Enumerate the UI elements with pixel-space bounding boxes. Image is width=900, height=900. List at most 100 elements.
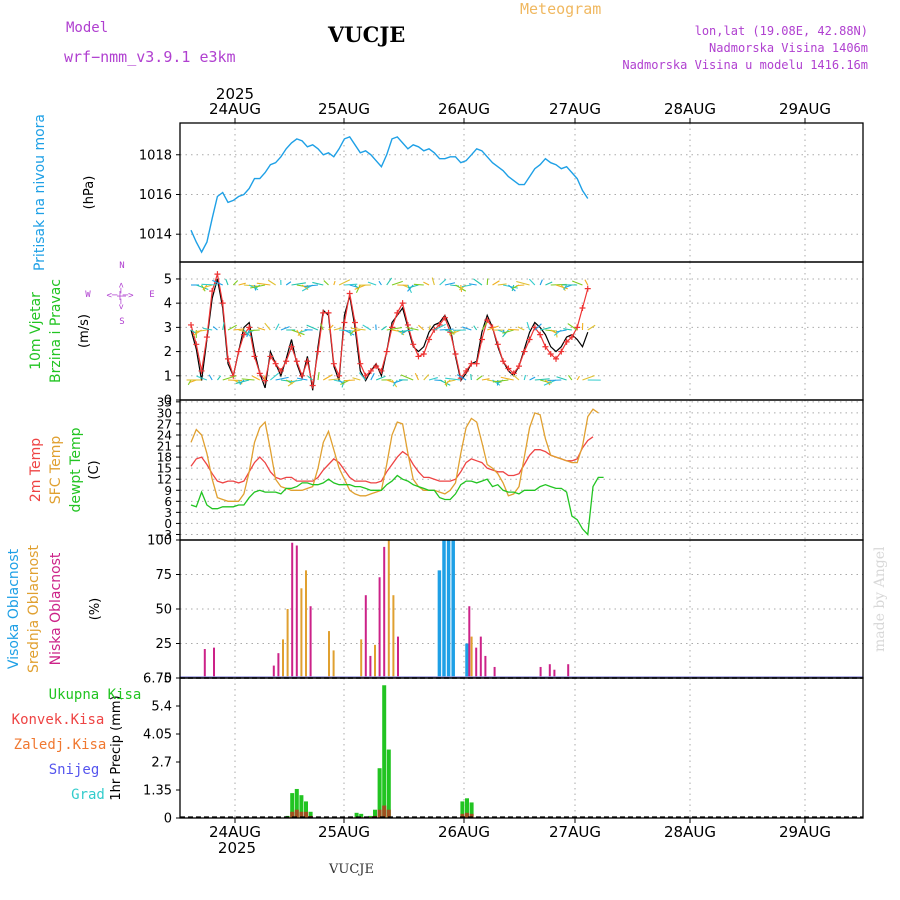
wind-direction-arrow [434,323,446,331]
wind-speed-marker [198,367,205,374]
cloud-bar-high [451,540,455,678]
precip-bar-total [465,798,469,818]
ytick-label: 1 [164,369,172,384]
wind-direction-arrow [378,280,382,286]
wind-speed-marker [473,360,480,367]
ytick-label: 1014 [139,228,172,243]
wind-direction-arrow [212,279,223,286]
wind-direction-arrow [344,283,358,286]
wind-direction-arrow [400,374,414,381]
cloud-bar-low [553,669,556,678]
ytick-label: 5 [164,272,172,287]
wind-speed-marker [579,305,586,311]
wind-speed-marker [537,331,544,338]
wind-direction-arrow [258,327,266,331]
wind-direction-arrow [208,374,213,381]
precip-bar-total [290,793,295,818]
wind-direction-arrow [431,277,435,286]
cloud-bar-mid [332,650,335,678]
wind-direction-arrow [222,375,237,381]
ytick-label: 0 [164,394,172,409]
wind-direction-arrow [249,329,260,332]
ytick-label: 1016 [139,188,172,203]
wind-direction-arrow [291,282,306,286]
cloud-side-label-2: Niska Oblacnost [48,552,64,665]
wind-direction-arrow [349,284,360,289]
wind-direction-arrow [456,374,467,381]
panel-frame-4 [179,677,864,819]
wind-direction-arrow [296,329,302,337]
precip-bar-total [460,801,465,818]
ytick-label: 9 [164,484,172,498]
station-title: VUCJE [328,22,406,47]
wind-speed-marker [219,300,226,307]
ytick-label: 0 [164,672,172,687]
wind-direction-arrow [526,321,531,331]
wind-speed-marker [225,355,232,362]
wind-direction-arrow [280,326,290,331]
cloud-bar-low [539,666,542,678]
wind-direction-arrow [349,329,356,335]
wind-direction-arrow [543,379,557,386]
wind-speed-marker [526,336,533,343]
wind-direction-arrow [444,379,451,386]
frame-layer [176,118,864,823]
wind-direction-arrow [233,328,245,331]
wind-speed-marker [325,309,332,316]
wind-speed-marker [420,351,427,357]
wind-direction-arrow [187,379,192,386]
day-label-top: 26AUG [438,100,490,118]
ytick-label: 5.4 [151,700,172,715]
wind-direction-arrow [568,374,573,381]
wind-direction-arrow [534,378,550,381]
wind-direction-arrow [476,375,483,381]
wind-side-label-1: 10m Vjetar [28,292,44,370]
precip-bar-conv [382,805,387,818]
wind-direction-arrow [253,284,257,291]
cloud-bar-low [468,606,471,678]
wind-direction-arrow [423,374,430,381]
wind-direction-arrow [576,375,580,381]
ytick-label: 25 [155,637,172,652]
wind-direction-arrow [370,372,375,381]
wind-direction-arrow [572,280,583,286]
precip-bar-total [359,813,364,818]
wind-direction-arrow [563,284,568,291]
wind-speed-marker [336,372,343,379]
wind-direction-arrow [375,375,386,381]
wind-direction-arrow [500,376,514,381]
wind-speed-marker [468,360,475,367]
wind-direction-arrow [355,284,361,294]
ytick-label: 1018 [139,148,172,163]
wind-speed-marker [553,355,560,362]
wind-direction-arrow [323,280,329,286]
wind-direction-arrow [289,379,303,383]
wind-direction-arrow [386,379,394,383]
wind-direction-arrow [517,326,525,331]
station-altitude: Nadmorska Visina 1406m [709,41,868,55]
wind-direction-arrow [304,284,319,288]
precip-bar-total [294,788,299,818]
ytick-label: 24 [157,429,172,443]
temp-side-label-2: dewpt Temp [68,427,84,512]
precip-bar-conv [304,811,308,818]
wind-speed-marker [304,358,311,365]
cloud-bar-low [203,649,206,678]
wind-direction-arrow [352,377,361,381]
wind-direction-arrow [461,284,472,288]
wind-direction-arrow [481,322,488,331]
cloud-bar-low [277,653,280,678]
wind-direction-arrow [398,329,414,333]
wind-direction-arrow [202,327,213,331]
cloud-bar-low [479,636,482,678]
wind-speed-marker [309,382,316,389]
cloud-bar-mid [305,570,307,678]
wind-speed-marker [283,358,290,365]
wind-direction-arrow [502,329,509,338]
precip-legend-0: Ukupna Kisa [49,687,142,703]
wind-direction-arrow [428,325,431,331]
cloud-bar-low [548,664,551,678]
cloud-bar-low [383,546,386,678]
wind-direction-arrow [587,324,596,331]
ytick-label: 30 [157,406,172,420]
